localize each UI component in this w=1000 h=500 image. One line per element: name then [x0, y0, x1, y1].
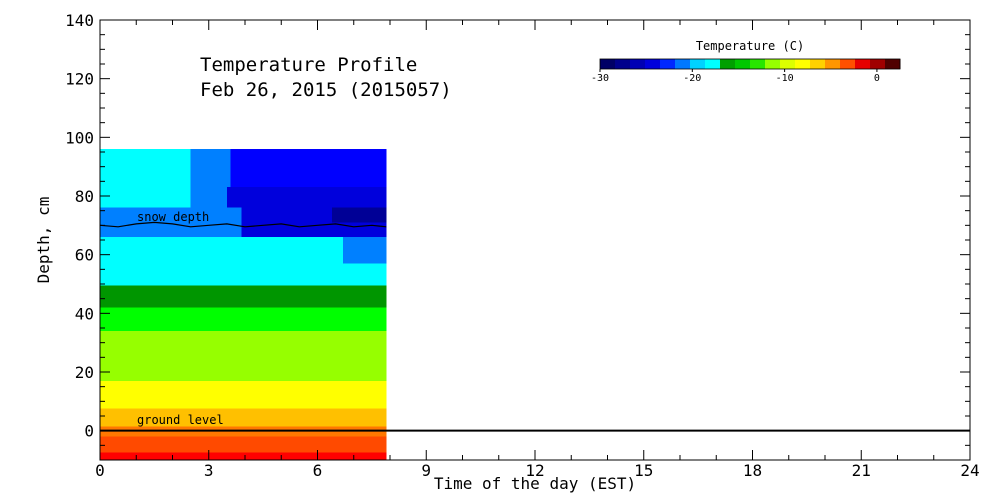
heatmap-cell-4-0: [100, 380, 387, 409]
colorbar-swatch: [615, 59, 631, 69]
colorbar-swatch: [735, 59, 751, 69]
x-tick-label: 0: [95, 461, 105, 480]
y-tick-label: 40: [75, 304, 94, 323]
snow-depth-layer: [99, 221, 387, 228]
chart-title-line2: Feb 26, 2015 (2015057): [200, 79, 452, 101]
colorbar-swatch: [600, 59, 616, 69]
heatmap-cell-7-0: [100, 285, 387, 308]
chart-title-line1: Temperature Profile: [200, 54, 417, 76]
colorbar-label: Temperature (C): [696, 39, 804, 53]
y-tick-label: 80: [75, 187, 94, 206]
heatmap-cell-3-0: [100, 408, 387, 427]
colorbar-tick-label: -10: [776, 73, 794, 84]
colorbar-swatch: [840, 59, 856, 69]
x-tick-label: 12: [525, 461, 544, 480]
heatmap-layer: [100, 149, 387, 460]
colorbar-swatch: [855, 59, 871, 69]
x-tick-label: 15: [634, 461, 653, 480]
colorbar: Temperature (C) -30 -20 -10 0: [591, 39, 901, 84]
colorbar-swatch: [765, 59, 781, 69]
snow-depth-label: snow depth: [137, 210, 209, 224]
colorbar-swatch: [810, 59, 826, 69]
colorbar-swatch: [870, 59, 886, 69]
axes-layer: 0 3 6 9 12 15 18 21 24 0 20 40 60 80 100 120 140: [65, 11, 980, 480]
heatmap-cell-12-0: [100, 187, 191, 208]
colorbar-swatch: [795, 59, 811, 69]
heatmap-cell-12-1: [190, 187, 227, 208]
heatmap-cell-6-0: [100, 307, 387, 331]
y-tick-label: 0: [84, 422, 94, 441]
colorbar-swatch: [780, 59, 796, 69]
y-tick-label: 120: [65, 70, 94, 89]
y-tick-label: 20: [75, 363, 94, 382]
heatmap-cell-13-1: [190, 149, 231, 188]
colorbar-swatch: [720, 59, 736, 69]
heatmap-cell-10-1: [241, 222, 387, 238]
heatmap-cell-11-0: [100, 207, 242, 223]
y-axis-label: Depth, cm: [34, 197, 53, 284]
x-tick-label: 24: [960, 461, 979, 480]
heatmap-cell-5-0: [100, 330, 387, 381]
heatmap-cell-8-0: [100, 263, 387, 286]
colorbar-swatch: [885, 59, 901, 69]
x-axis-label: Time of the day (EST): [434, 474, 636, 493]
heatmap-cell-9-0: [100, 237, 343, 264]
snow-depth-line: [99, 221, 387, 228]
heatmap-cell-13-2: [230, 149, 387, 188]
heatmap-cell-9-1: [342, 237, 387, 264]
colorbar-swatch: [645, 59, 661, 69]
colorbar-tick-label: -30: [591, 73, 609, 84]
heatmap-cell-13-0: [100, 149, 191, 188]
heatmap-cell-11-2: [332, 207, 387, 223]
heatmap-cell-0-0: [100, 452, 387, 460]
colorbar-tick-label: 0: [874, 73, 880, 84]
y-tick-label: 100: [65, 128, 94, 147]
colorbar-swatch: [630, 59, 646, 69]
x-tick-label: 6: [313, 461, 323, 480]
colorbar-swatch: [825, 59, 841, 69]
x-tick-label: 3: [204, 461, 214, 480]
colorbar-swatch: [750, 59, 766, 69]
colorbar-swatch: [660, 59, 676, 69]
colorbar-tick-label: -20: [683, 73, 701, 84]
heatmap-cell-11-1: [241, 207, 332, 223]
x-tick-label: 9: [421, 461, 431, 480]
x-tick-label: 18: [743, 461, 762, 480]
heatmap-cell-12-2: [226, 187, 387, 208]
ground-level-label: ground level: [137, 413, 224, 427]
y-tick-label: 140: [65, 11, 94, 30]
colorbar-swatch: [705, 59, 721, 69]
y-tick-label: 60: [75, 246, 94, 265]
colorbar-swatch: [675, 59, 691, 69]
colorbar-frame: [599, 58, 901, 70]
colorbar-swatch: [690, 59, 706, 69]
x-tick-label: 21: [852, 461, 871, 480]
heatmap-cell-1-0: [100, 436, 387, 453]
